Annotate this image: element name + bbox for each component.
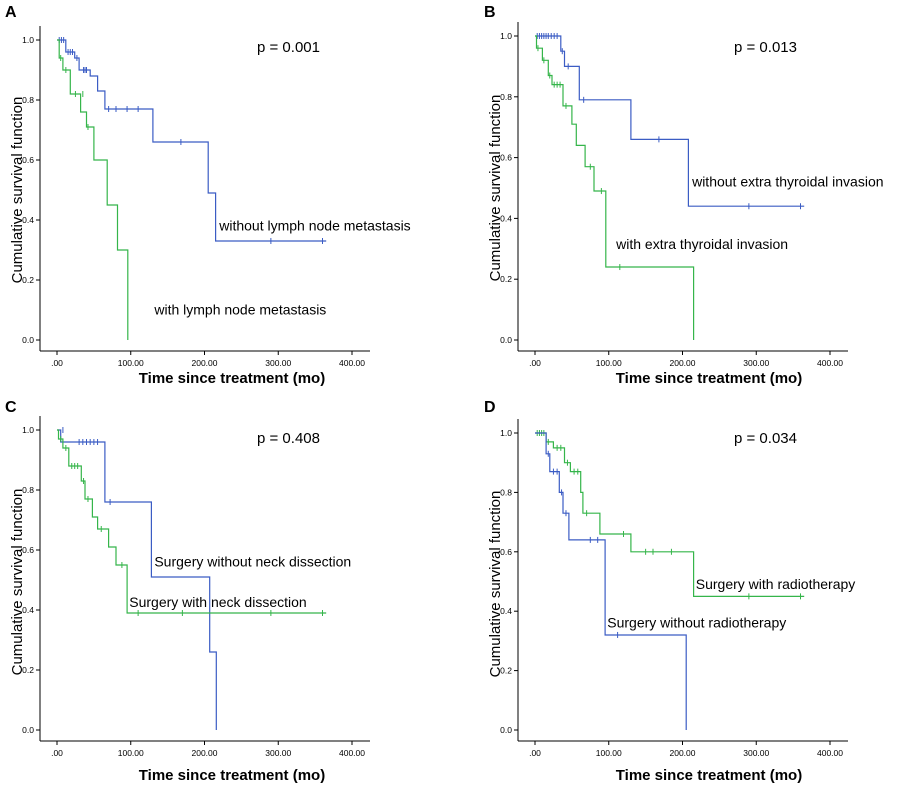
panel-a-y-tick-label: 0.2: [22, 275, 34, 285]
panel-d-series-surgery-with-radiotherapy-label: Surgery with radiotherapy: [696, 576, 856, 592]
panel-b-series-without-extra-thyroidal-invasion-label: without extra thyroidal invasion: [691, 173, 883, 189]
panel-c-series-surgery-without-neck-dissection-label: Surgery without neck dissection: [154, 554, 351, 570]
panel-a-series-without-lymph-node-metastasis-label: without lymph node metastasis: [218, 218, 410, 234]
panel-c-x-axis-title: Time since treatment (mo): [139, 767, 325, 784]
panel-c-y-tick-label: 1.0: [22, 425, 34, 435]
panel-c-y-tick-label: 0.4: [22, 605, 34, 615]
panel-c-series-surgery-with-neck-dissection-label: Surgery with neck dissection: [129, 594, 306, 610]
panel-b-x-tick-label: .00: [529, 358, 541, 368]
panel-b-y-tick-label: 0.2: [500, 274, 512, 284]
panel-a-y-tick-label: 0.0: [22, 335, 34, 345]
panel-a-x-tick-label: 400.00: [339, 358, 365, 368]
panel-b-x-tick-label: 200.00: [670, 358, 696, 368]
panel-c-y-tick-label: 0.6: [22, 545, 34, 555]
panel-d-series-surgery-without-radiotherapy-label: Surgery without radiotherapy: [607, 615, 786, 631]
panel-c: C 0.0 0.2 0.4 0.6 0.8 1.0 .00 100.00 200.00 300.00…: [5, 399, 370, 784]
panel-c-x-tick-label: 200.00: [192, 748, 218, 758]
panel-b-series-with-extra-thyroidal-invasion-label: with extra thyroidal invasion: [615, 236, 788, 252]
panel-d-x-tick-label: 200.00: [670, 748, 696, 758]
panel-a-x-tick-label: 100.00: [118, 358, 144, 368]
panel-b-x-tick-label: 300.00: [743, 358, 769, 368]
panel-d-y-tick-label: 1.0: [500, 428, 512, 438]
panel-a-series-without-lymph-node-metastasis-curve: [57, 39, 327, 242]
panel-c-y-axis-title: Cumulative survival function: [9, 489, 26, 676]
panel-b-series-with-extra-thyroidal-invasion-curve: [535, 35, 695, 340]
panel-a-x-tick-label: 300.00: [265, 358, 291, 368]
panel-c-y-tick-label: 0.2: [22, 665, 34, 675]
panel-c-x-tick-label: .00: [51, 748, 63, 758]
panel-b-y-tick-label: 0.4: [500, 213, 512, 223]
panel-a-y-tick-label: 0.8: [22, 95, 34, 105]
panel-b-letter: B: [484, 4, 496, 21]
panel-a-y-tick-label: 1.0: [22, 35, 34, 45]
panel-b-y-tick-label: 0.0: [500, 335, 512, 345]
panel-a-y-axis-title: Cumulative survival function: [9, 97, 26, 284]
panel-a-x-axis-title: Time since treatment (mo): [139, 370, 325, 387]
panel-a-x-tick-label: .00: [51, 358, 63, 368]
panel-b-p-value: p = 0.013: [734, 39, 797, 56]
panel-b-y-axis-title: Cumulative survival function: [487, 95, 504, 282]
panel-d-y-tick-label: 0.2: [500, 666, 512, 676]
panel-c-series-surgery-with-neck-dissection-curve: [57, 429, 327, 614]
panel-b-series-without-extra-thyroidal-invasion-curve: [535, 35, 805, 207]
panel-d-x-tick-label: 100.00: [596, 748, 622, 758]
panel-c-x-tick-label: 400.00: [339, 748, 365, 758]
panel-b-x-tick-label: 100.00: [596, 358, 622, 368]
panel-b: B 0.0 0.2 0.4 0.6 0.8 1.0 .00 100.00 200.00 300.00…: [484, 4, 884, 387]
panel-c-y-tick-label: 0.0: [22, 725, 34, 735]
panel-c-p-value: p = 0.408: [257, 430, 320, 447]
panel-a: A 0.0 0.2 0.4 0.6 0.8 1.0 .00 100.00 200.00 300.00…: [5, 4, 411, 387]
panel-b-x-tick-label: 400.00: [817, 358, 843, 368]
panel-d-y-tick-label: 0.8: [500, 487, 512, 497]
panel-d-series-surgery-without-radiotherapy-curve: [535, 432, 687, 730]
panel-d-x-tick-label: 300.00: [743, 748, 769, 758]
panel-a-y-tick-label: 0.6: [22, 155, 34, 165]
panel-d-y-tick-label: 0.6: [500, 547, 512, 557]
panel-d-x-tick-label: 400.00: [817, 748, 843, 758]
panel-c-x-tick-label: 100.00: [118, 748, 144, 758]
panel-c-y-tick-label: 0.8: [22, 485, 34, 495]
panel-a-x-tick-label: 200.00: [192, 358, 218, 368]
panel-d-series-surgery-with-radiotherapy-curve: [535, 432, 805, 597]
panel-d-x-tick-label: .00: [529, 748, 541, 758]
panel-b-x-axis-title: Time since treatment (mo): [616, 370, 802, 387]
panel-d-letter: D: [484, 399, 496, 416]
panel-d-x-axis-title: Time since treatment (mo): [616, 767, 802, 784]
panel-c-letter: C: [5, 399, 17, 416]
panel-a-series-with-lymph-node-metastasis-label: with lymph node metastasis: [153, 302, 326, 318]
panel-a-p-value: p = 0.001: [257, 39, 320, 56]
panel-d-y-tick-label: 0.0: [500, 725, 512, 735]
panel-d-p-value: p = 0.034: [734, 430, 797, 447]
panel-d-y-tick-label: 0.4: [500, 606, 512, 616]
panel-b-y-tick-label: 0.6: [500, 153, 512, 163]
panel-d-y-axis-title: Cumulative survival function: [487, 491, 504, 678]
panel-d: D 0.0 0.2 0.4 0.6 0.8 1.0 .00 100.00 200.00 300.00…: [484, 399, 855, 784]
panel-a-series-with-lymph-node-metastasis-curve: [57, 39, 129, 340]
panel-b-y-tick-label: 1.0: [500, 31, 512, 41]
panel-a-letter: A: [5, 4, 17, 21]
panel-a-y-tick-label: 0.4: [22, 215, 34, 225]
panel-b-y-tick-label: 0.8: [500, 92, 512, 102]
panel-c-x-tick-label: 300.00: [265, 748, 291, 758]
